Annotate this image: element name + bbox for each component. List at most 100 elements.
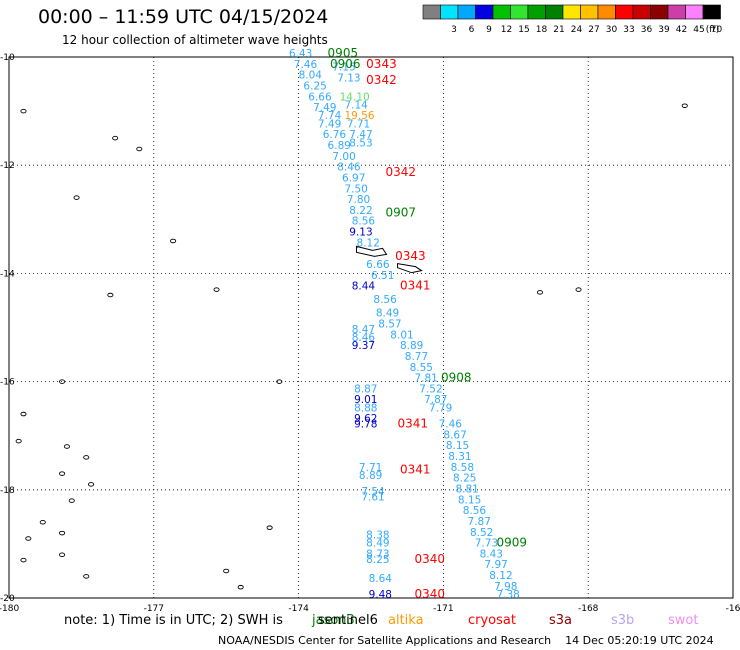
lat-tick-label: -14	[0, 269, 15, 279]
island-outline	[536, 290, 543, 295]
wave-height-label: 7.38	[496, 589, 519, 601]
colorbar-label: 70	[711, 25, 723, 35]
wave-height-label: 8.64	[369, 573, 393, 585]
island-outline	[59, 530, 66, 536]
lat-tick-label: -18	[0, 486, 15, 496]
pass-time-label: 0340	[414, 552, 445, 566]
wave-height-label: 8.15	[458, 494, 481, 506]
wave-height-label: 6.66	[308, 91, 332, 103]
wave-height-label: 7.46	[439, 419, 463, 431]
wave-height-label: 7.49	[313, 102, 336, 114]
wave-height-label: 8.12	[489, 570, 512, 582]
island-outline	[83, 455, 90, 460]
lat-tick-label: -10	[0, 53, 15, 63]
island-outline	[170, 238, 177, 244]
pass-time-label: 0341	[400, 279, 431, 293]
wave-height-label: 8.44	[352, 281, 376, 293]
island-outline	[107, 292, 114, 298]
pass-time-label: 0340	[414, 587, 445, 601]
pass-time-label: 0342	[366, 73, 397, 87]
wave-height-label: 7.14	[344, 99, 368, 111]
island-outline	[39, 520, 46, 525]
wave-height-label: 14.10	[340, 91, 370, 103]
wave-height-label: 7.49	[318, 118, 341, 130]
wave-height-label: 6.89	[328, 140, 351, 152]
island-outline	[63, 444, 70, 449]
sat-altika: altika	[388, 613, 424, 628]
wave-height-label: 7.00	[332, 151, 355, 163]
colorbar-label: 18	[536, 25, 548, 35]
sat-cryosat: cryosat	[468, 613, 516, 628]
colorbar-label: 45	[693, 25, 704, 35]
wave-height-label: 8.89	[359, 470, 382, 482]
colorbar-label: 33	[623, 25, 634, 35]
wave-height-label: 9.62	[354, 413, 377, 425]
wave-height-label: 7.15	[332, 62, 355, 74]
island-outline	[59, 552, 66, 557]
wave-height-label: 8.56	[352, 216, 376, 228]
wave-height-label: 8.04	[299, 70, 323, 82]
island-outline	[88, 482, 95, 487]
wave-height-label: 8.43	[480, 548, 503, 560]
pass-time-label: 0907	[385, 206, 416, 220]
wave-height-label: 7.97	[484, 559, 507, 571]
wave-height-label: 6.25	[303, 80, 326, 92]
wave-height-label: 8.56	[463, 505, 487, 517]
page-title: 00:00 – 11:59 UTC 04/15/2024	[38, 6, 329, 28]
pass-time-label: 0909	[496, 536, 527, 550]
colorbar-label: 21	[553, 25, 564, 35]
pass-time-label: 0905	[328, 46, 359, 60]
wave-height-label: 6.51	[371, 270, 394, 282]
wave-height-label: 6.66	[366, 259, 390, 271]
colorbar-label: 36	[641, 25, 653, 35]
sat-sentinel6: sentinel6	[318, 613, 378, 628]
colorbar-label: 27	[588, 25, 599, 35]
map-frame	[8, 56, 734, 599]
wave-height-label: 8.56	[373, 294, 397, 306]
wave-height-label: 8.49	[376, 308, 399, 320]
wave-height-label: 8.25	[366, 554, 389, 566]
wave-height-label: 8.58	[451, 462, 474, 474]
wave-height-label: 8.52	[470, 527, 493, 539]
wave-height-label: 8.46	[352, 332, 376, 344]
pass-time-label: 0341	[398, 417, 429, 431]
wave-height-label: 6.76	[323, 129, 347, 141]
wave-height-label: 8.88	[354, 402, 377, 414]
wave-height-label: 8.49	[366, 538, 389, 550]
wave-height-label: 6.97	[342, 172, 365, 184]
island-outline	[20, 108, 27, 114]
color-scale-legend: 3 6 9 12 15 18 21 24 27 30 33 36 39 42 45 70(ft)	[422, 4, 723, 35]
colorbar-label: 24	[571, 25, 583, 35]
pass-time-label: 0342	[385, 165, 416, 179]
wave-height-label: 8.47	[352, 324, 375, 336]
wave-height-label: 7.81	[414, 373, 437, 385]
lat-tick-label: -20	[0, 594, 15, 604]
wave-height-label: 8.46	[337, 162, 361, 174]
wave-height-label: 8.01	[390, 329, 413, 341]
island-outline	[20, 411, 27, 417]
colorbar-label: 39	[658, 25, 670, 35]
lon-tick-label: -174	[288, 604, 309, 614]
island-outline	[681, 103, 688, 108]
wave-height-label: 8.89	[400, 340, 423, 352]
island-outline	[59, 379, 66, 384]
pass-time-label: 0906	[330, 57, 361, 71]
note-prefix: note: 1) Time is in UTC; 2) SWH is	[64, 613, 283, 628]
island-outline	[59, 471, 66, 476]
wave-height-label: 7.71	[359, 462, 382, 474]
island-outline	[73, 195, 80, 200]
island-outline	[223, 568, 230, 574]
colorbar-label: 6	[469, 25, 475, 35]
island-outline	[25, 536, 32, 541]
wave-height-label: 8.15	[446, 440, 469, 452]
wave-height-label: 9.48	[369, 589, 392, 601]
wave-height-label: 8.55	[410, 362, 433, 374]
colorbar-label: 9	[486, 25, 492, 35]
wave-height-label: 8.25	[453, 473, 476, 485]
pass-time-label: 0908	[441, 371, 472, 385]
wave-height-label: 7.79	[429, 402, 452, 414]
lat-tick-label: -12	[0, 161, 15, 171]
pass-time-label: 0343	[395, 249, 426, 263]
wave-height-label: 8.22	[349, 205, 372, 217]
